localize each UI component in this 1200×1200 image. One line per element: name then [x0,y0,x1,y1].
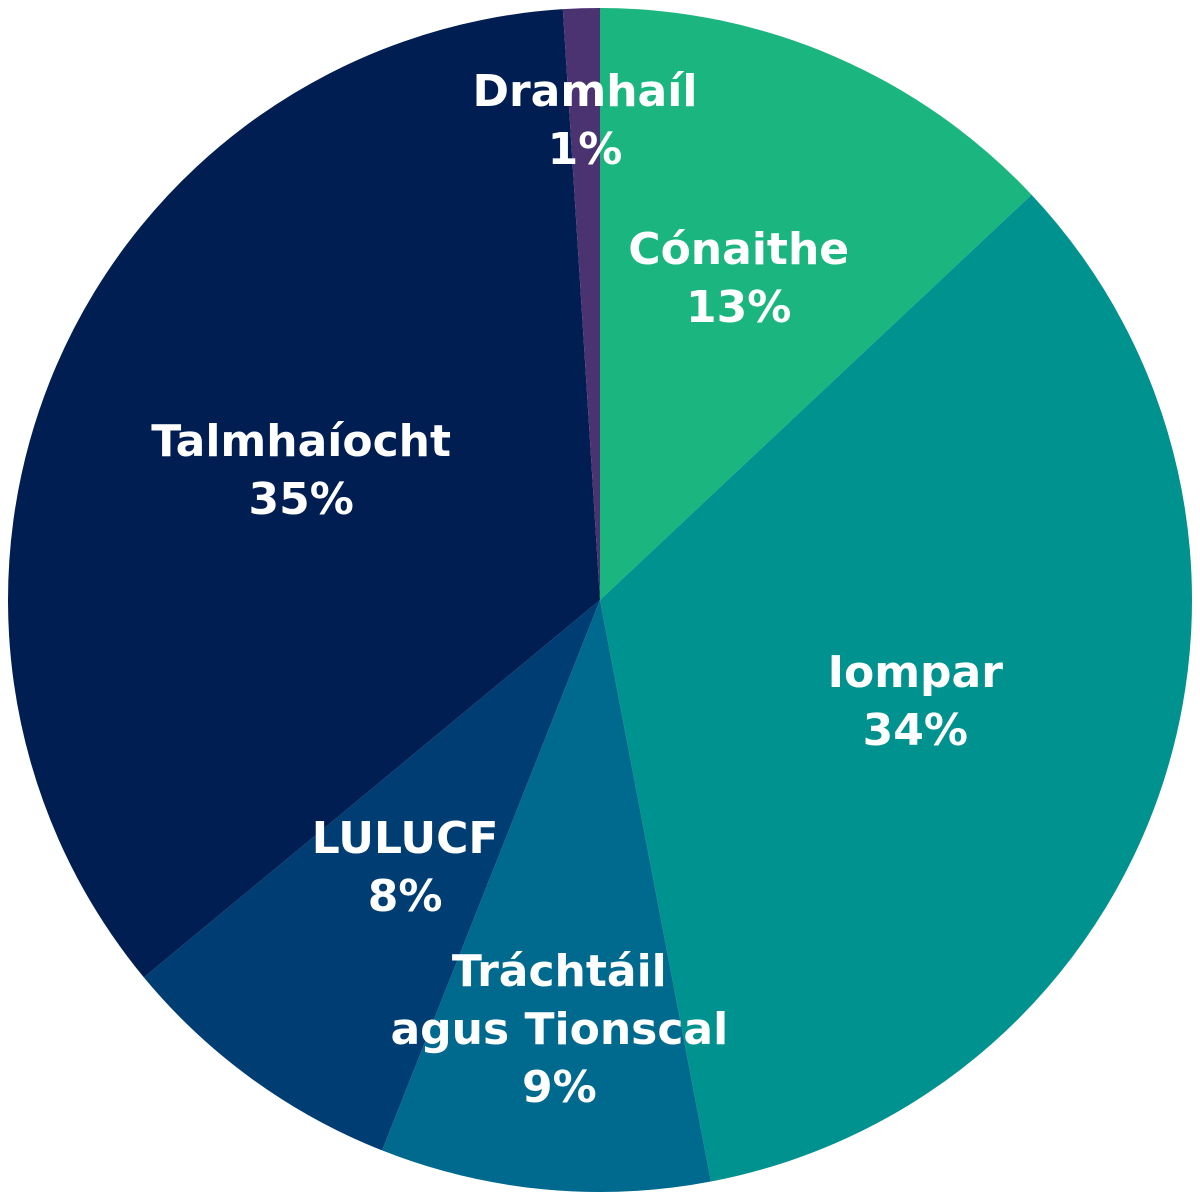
value-label: 8% [367,871,443,923]
slice-label: Cónaithe 13% [628,221,849,337]
pie-slice [600,8,1032,600]
slice-label: Talmhaíocht 35% [151,413,451,529]
value-label: 34% [862,705,968,757]
category-label: LULUCF [311,813,499,865]
slice-label: LULUCF 8% [312,810,499,926]
pie-slice [7,9,601,978]
pie-slice [562,8,600,600]
pie-slice [600,194,1192,1182]
category-label: Dramhaíl [472,65,698,117]
value-label: 35% [248,473,354,525]
slice-label: Dramhaíl 1% [472,63,697,179]
slice-label: Tráchtáil agus Tionscal 9% [390,943,728,1117]
category-label: Talmhaíocht [151,415,452,467]
slice-label: Iompar 34% [828,644,1003,760]
pie-slice [143,600,601,1151]
category-label: Tráchtáil agus Tionscal [390,946,729,1056]
category-label: Iompar [827,647,1003,699]
category-label: Cónaithe [628,224,850,276]
value-label: 9% [521,1062,597,1114]
value-label: 13% [686,282,792,334]
pie-slice [382,600,711,1192]
value-label: 1% [547,123,623,175]
